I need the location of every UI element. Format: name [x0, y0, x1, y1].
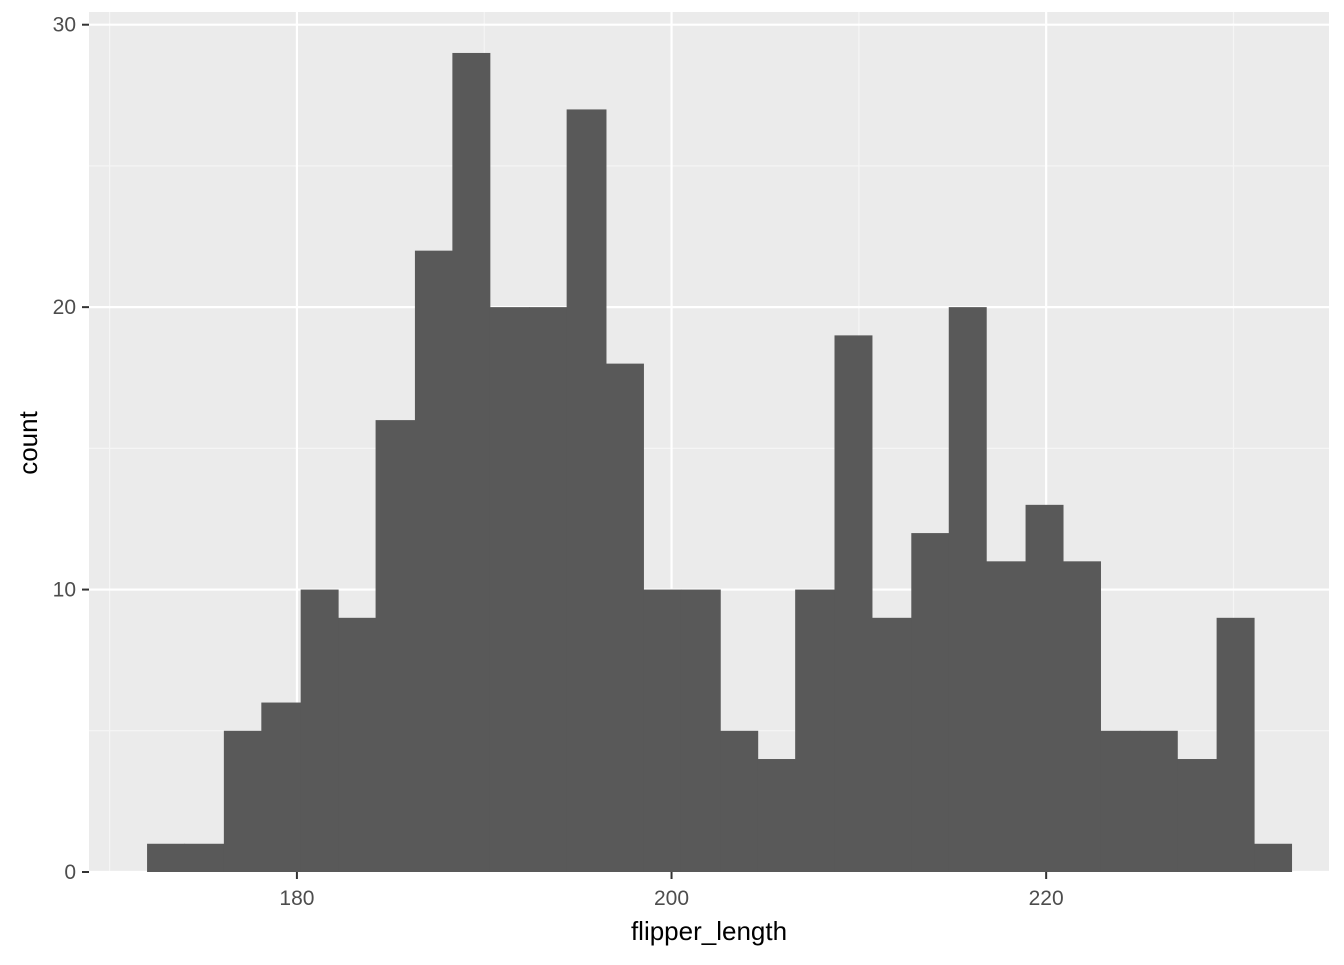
- histogram-bar: [223, 730, 262, 872]
- histogram-bar: [795, 589, 835, 872]
- x-tick-label: 200: [654, 887, 689, 910]
- y-axis-title: count: [13, 410, 43, 474]
- histogram-bar: [375, 420, 416, 872]
- histogram-bar: [1063, 561, 1101, 872]
- x-tick-label: 220: [1029, 887, 1064, 910]
- histogram-bar: [1216, 617, 1255, 872]
- histogram-bar: [1254, 843, 1293, 872]
- histogram-bar: [680, 589, 721, 872]
- histogram-bar: [911, 533, 950, 872]
- histogram-bar: [489, 307, 530, 872]
- histogram-bar: [871, 617, 912, 872]
- histogram-bar: [986, 561, 1027, 872]
- histogram-bar: [757, 759, 796, 872]
- histogram-bar: [147, 843, 186, 872]
- x-axis-title: flipper_length: [631, 916, 787, 946]
- y-axis: 0 10 20 30: [53, 14, 89, 884]
- histogram-bar: [414, 250, 453, 872]
- x-tick-label: 180: [279, 887, 314, 910]
- x-axis: 180 200 220: [279, 872, 1064, 910]
- histogram-bar: [529, 307, 568, 872]
- y-tick-label: 10: [53, 579, 76, 602]
- histogram-bar: [1025, 504, 1064, 872]
- histogram-bar: [1139, 730, 1178, 872]
- y-tick-label: 30: [53, 14, 76, 37]
- histogram-bar: [261, 702, 302, 872]
- histogram-bar: [566, 109, 607, 873]
- histogram-bar: [720, 730, 759, 872]
- histogram-bars: [147, 52, 1293, 873]
- y-tick-label: 20: [53, 296, 76, 319]
- histogram-bar: [1100, 730, 1141, 872]
- histogram-bar: [643, 589, 682, 872]
- histogram-bar: [300, 589, 339, 872]
- histogram-bar: [184, 843, 225, 872]
- histogram-bar: [1177, 759, 1218, 872]
- histogram-bar: [338, 617, 377, 872]
- histogram-bar: [834, 335, 873, 873]
- histogram-bar: [452, 52, 491, 872]
- y-tick-label: 0: [64, 861, 76, 884]
- histogram-bar: [948, 307, 987, 872]
- histogram-bar: [605, 363, 644, 872]
